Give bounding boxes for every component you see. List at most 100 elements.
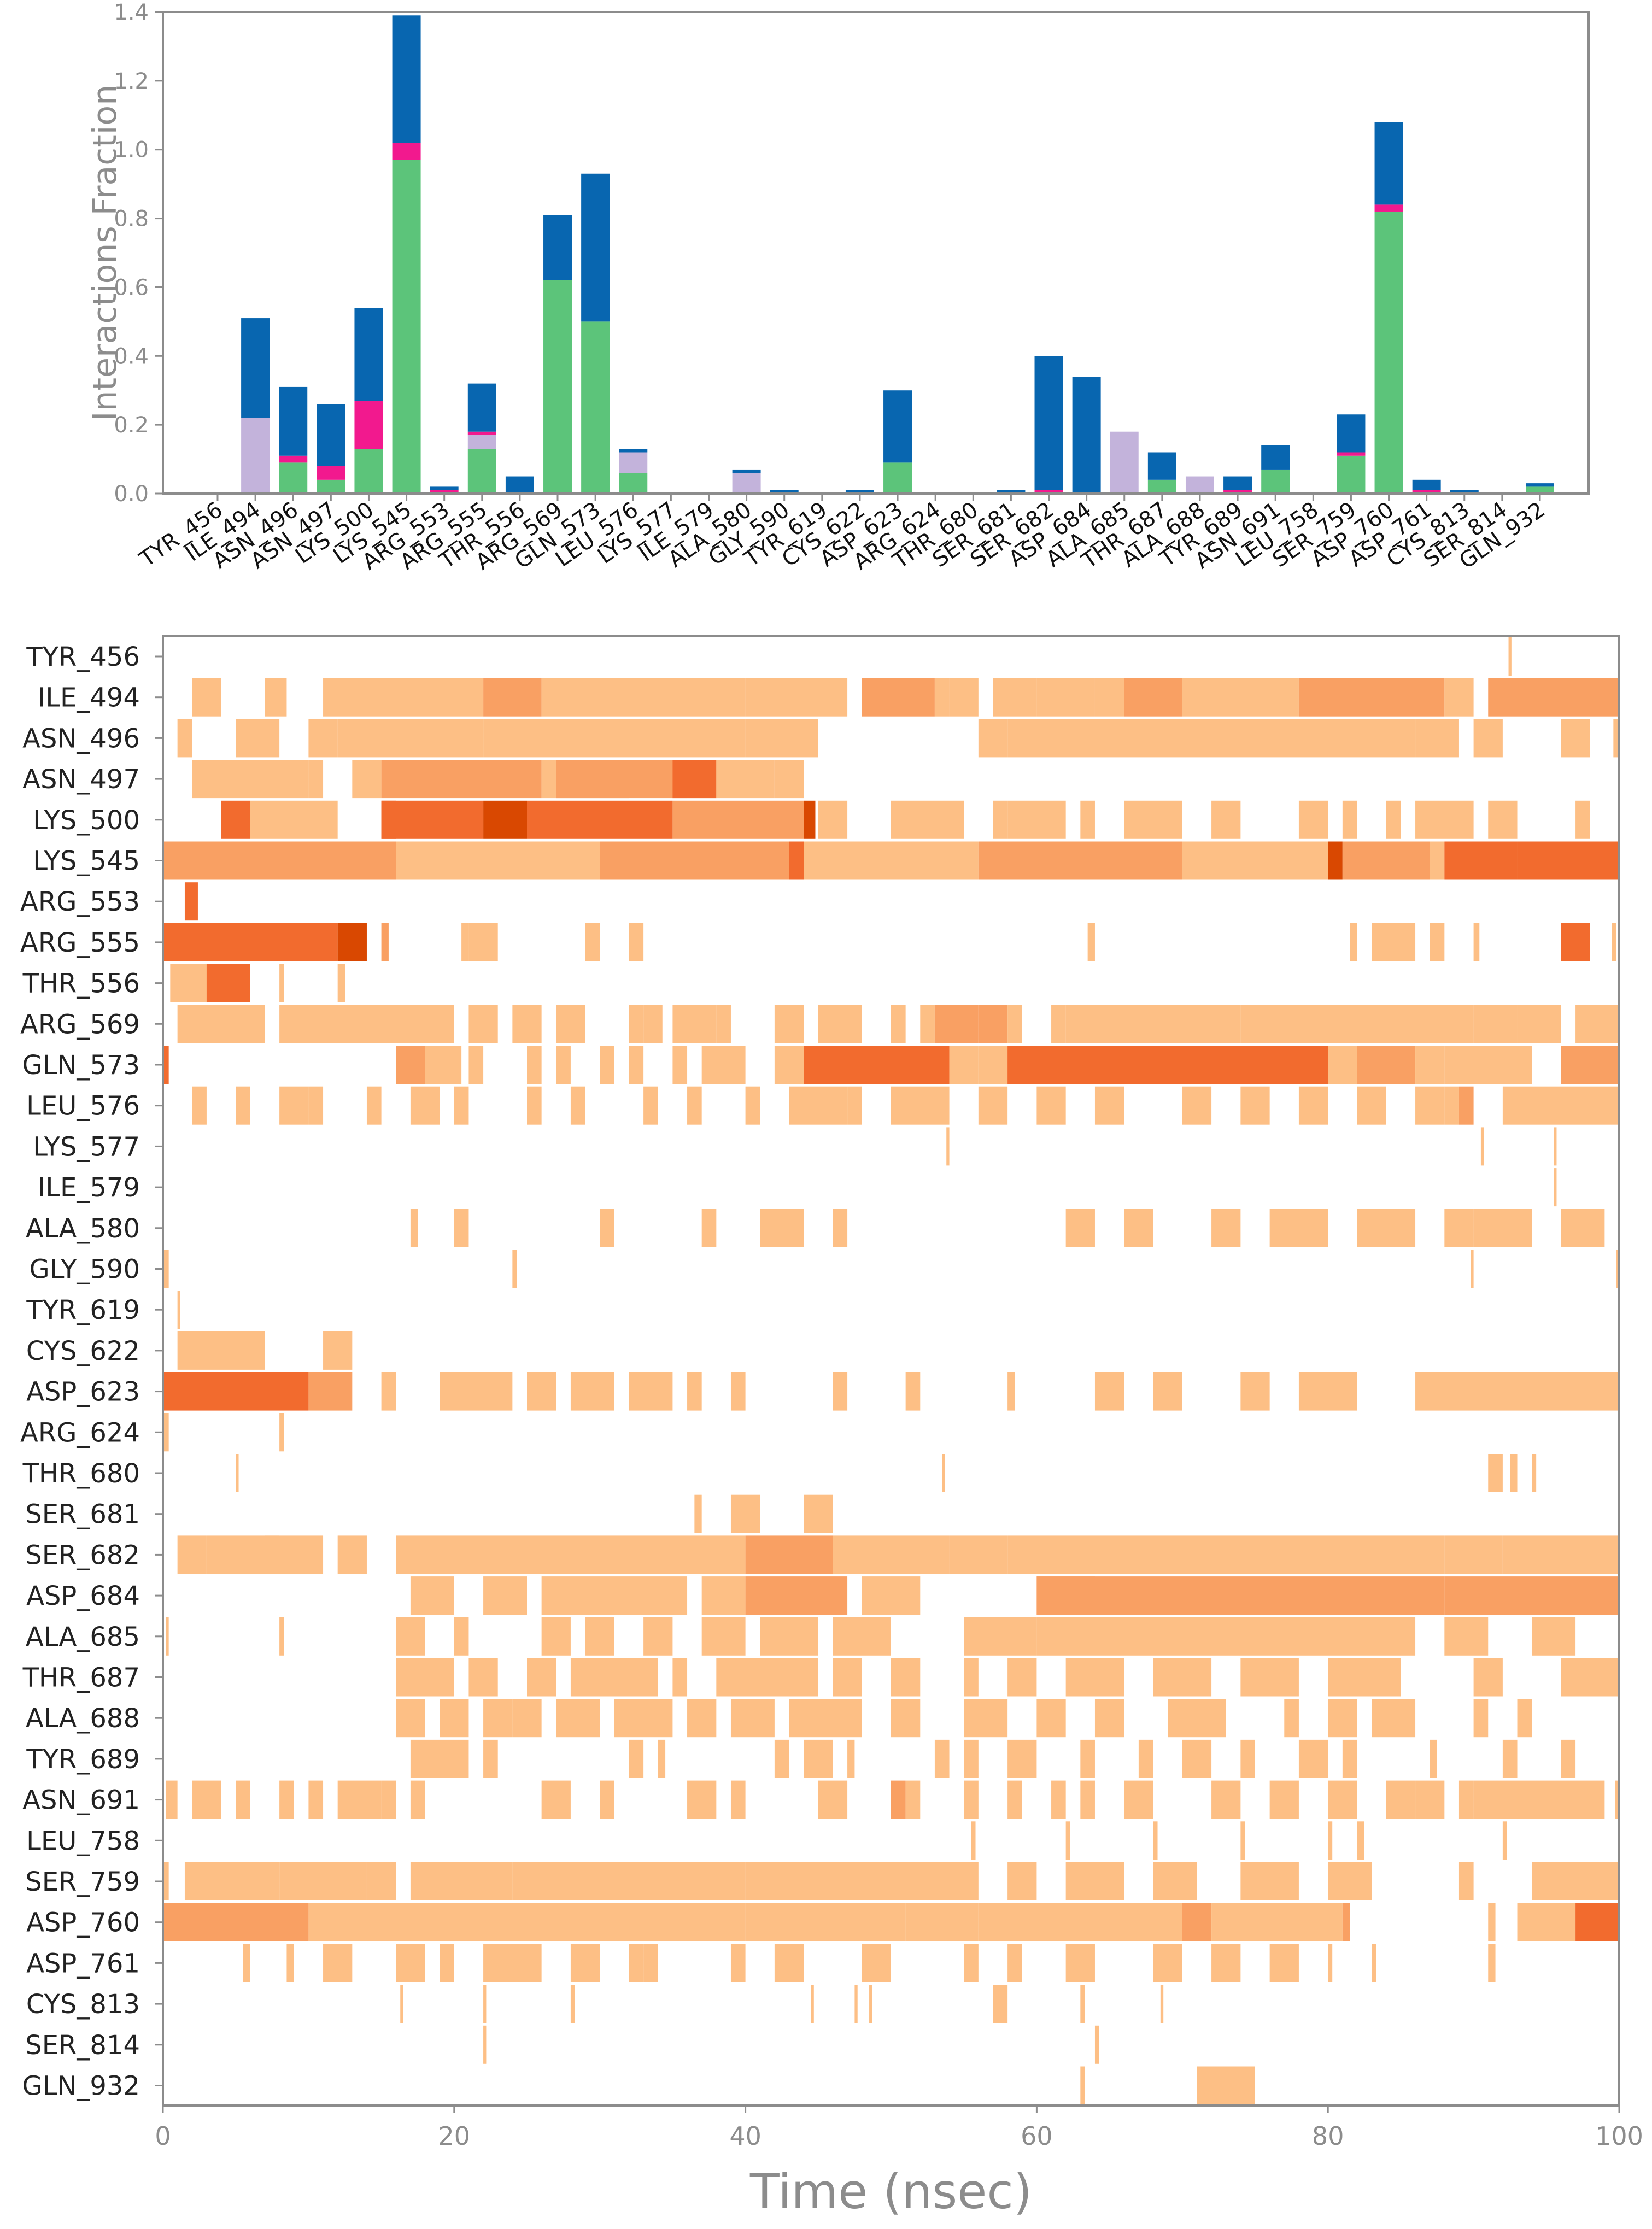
bar-segment-ionic bbox=[467, 431, 496, 436]
contact-segment bbox=[1561, 923, 1590, 961]
residue-row-label: SER_682 bbox=[25, 1540, 140, 1570]
residue-row-label: ALA_685 bbox=[26, 1622, 140, 1652]
contact-segment bbox=[177, 1291, 180, 1329]
contact-segment bbox=[1124, 1005, 1153, 1043]
contact-segment bbox=[556, 1699, 600, 1738]
contact-segment bbox=[1124, 1209, 1153, 1247]
residue-row-label: ASP_623 bbox=[26, 1377, 140, 1407]
contact-segment bbox=[279, 1005, 454, 1043]
contact-segment bbox=[410, 1739, 469, 1778]
contact-segment bbox=[483, 678, 542, 717]
bar-segment-h-bonds bbox=[279, 462, 308, 494]
contact-segment bbox=[1240, 1005, 1474, 1043]
contact-segment bbox=[1444, 841, 1518, 880]
contact-segment bbox=[541, 1617, 571, 1656]
contact-segment bbox=[454, 1046, 462, 1084]
contact-segment bbox=[804, 1046, 950, 1084]
contact-segment bbox=[308, 719, 338, 758]
bar-segment-hydrophobic bbox=[1185, 476, 1214, 494]
contact-segment bbox=[1554, 1127, 1557, 1166]
contact-segment bbox=[1444, 678, 1474, 717]
contact-segment bbox=[1488, 1454, 1503, 1492]
contact-segment bbox=[774, 760, 804, 799]
bar-segment-hydrophobic bbox=[467, 435, 496, 449]
contact-segment bbox=[279, 1617, 284, 1656]
contact-segment bbox=[323, 1331, 353, 1370]
contact-segment bbox=[833, 1658, 862, 1697]
contact-segment bbox=[286, 1944, 294, 1982]
contact-segment bbox=[512, 1699, 542, 1738]
heatmap-chart: TYR_456 ILE_494 ASN_496 ASN_497 LYS_500 LYS_5… bbox=[20, 635, 1643, 2220]
contact-segment bbox=[672, 1005, 717, 1043]
heatmap-row-labels: TYR_456 ILE_494 ASN_496 ASN_497 LYS_500 LYS_5… bbox=[20, 642, 163, 2102]
contact-segment bbox=[250, 1331, 265, 1370]
contact-segment bbox=[1240, 1658, 1299, 1697]
contact-segment bbox=[1561, 1372, 1619, 1411]
contact-segment bbox=[1473, 1658, 1503, 1697]
contact-segment bbox=[818, 1005, 862, 1043]
contact-segment bbox=[1328, 1658, 1401, 1697]
contact-segment bbox=[614, 1699, 673, 1738]
contact-segment bbox=[1007, 1658, 1037, 1697]
contact-segment bbox=[730, 1494, 760, 1533]
contact-segment bbox=[862, 1862, 979, 1900]
contact-segment bbox=[454, 1086, 469, 1125]
contact-segment bbox=[1444, 1617, 1489, 1656]
contact-segment bbox=[1430, 1739, 1437, 1778]
contact-segment bbox=[163, 1250, 169, 1288]
contact-segment bbox=[1517, 1699, 1532, 1738]
contact-segment bbox=[1458, 1086, 1474, 1125]
contact-segment bbox=[1065, 1862, 1124, 1900]
contact-segment bbox=[184, 882, 198, 921]
bar-y-tick-label: 0.0 bbox=[114, 482, 149, 507]
contact-segment bbox=[745, 719, 804, 758]
contact-segment bbox=[250, 800, 338, 839]
contact-segment bbox=[1284, 1699, 1299, 1738]
residue-row-label: ASP_761 bbox=[26, 1948, 140, 1979]
contact-segment bbox=[993, 678, 1037, 717]
contact-segment bbox=[934, 1739, 950, 1778]
contact-segment bbox=[730, 1372, 746, 1411]
contact-segment bbox=[745, 1862, 862, 1900]
contact-segment bbox=[920, 1005, 935, 1043]
residue-row-label: LYS_500 bbox=[33, 805, 140, 836]
residue-row-label: SER_814 bbox=[25, 2030, 140, 2061]
contact-segment bbox=[1007, 1862, 1037, 1900]
contact-segment bbox=[1094, 1086, 1124, 1125]
contact-segment bbox=[585, 923, 600, 961]
contact-segment bbox=[1575, 1005, 1619, 1043]
contact-segment bbox=[1415, 800, 1474, 839]
contact-segment bbox=[1182, 1617, 1328, 1656]
bar-segment-water-bridges bbox=[317, 404, 345, 466]
contact-segment bbox=[1211, 1780, 1241, 1819]
contact-segment bbox=[265, 678, 287, 717]
contact-segment bbox=[396, 1944, 425, 1982]
bar-segment-water-bridges bbox=[1147, 452, 1176, 480]
contact-segment bbox=[1036, 1617, 1182, 1656]
contact-segment bbox=[1094, 1372, 1124, 1411]
bar-segment-water-bridges bbox=[392, 15, 421, 143]
contact-segment bbox=[1094, 2025, 1099, 2064]
contact-segment bbox=[250, 923, 338, 961]
contact-segment bbox=[1080, 800, 1095, 839]
contact-segment bbox=[672, 800, 804, 839]
contact-segment bbox=[804, 1494, 833, 1533]
bar-segment-water-bridges bbox=[883, 390, 912, 463]
contact-segment bbox=[1480, 1127, 1484, 1166]
contact-segment bbox=[483, 1739, 498, 1778]
bar-segment-water-bridges bbox=[1374, 122, 1403, 205]
contact-segment bbox=[1613, 719, 1618, 758]
contact-segment bbox=[366, 1086, 382, 1125]
bar-segment-ionic bbox=[1374, 204, 1403, 212]
contact-segment bbox=[381, 760, 542, 799]
contact-segment bbox=[1080, 1985, 1085, 2023]
contact-segment bbox=[570, 1372, 614, 1411]
contact-segment bbox=[585, 1617, 614, 1656]
contact-segment bbox=[1350, 923, 1357, 961]
bar-y-axis-label: Interactions Fraction bbox=[86, 85, 124, 421]
contact-segment bbox=[629, 1372, 673, 1411]
contact-segment bbox=[177, 1005, 221, 1043]
contact-segment bbox=[323, 1944, 353, 1982]
contact-segment bbox=[1502, 1821, 1507, 1860]
contact-segment bbox=[468, 1005, 498, 1043]
